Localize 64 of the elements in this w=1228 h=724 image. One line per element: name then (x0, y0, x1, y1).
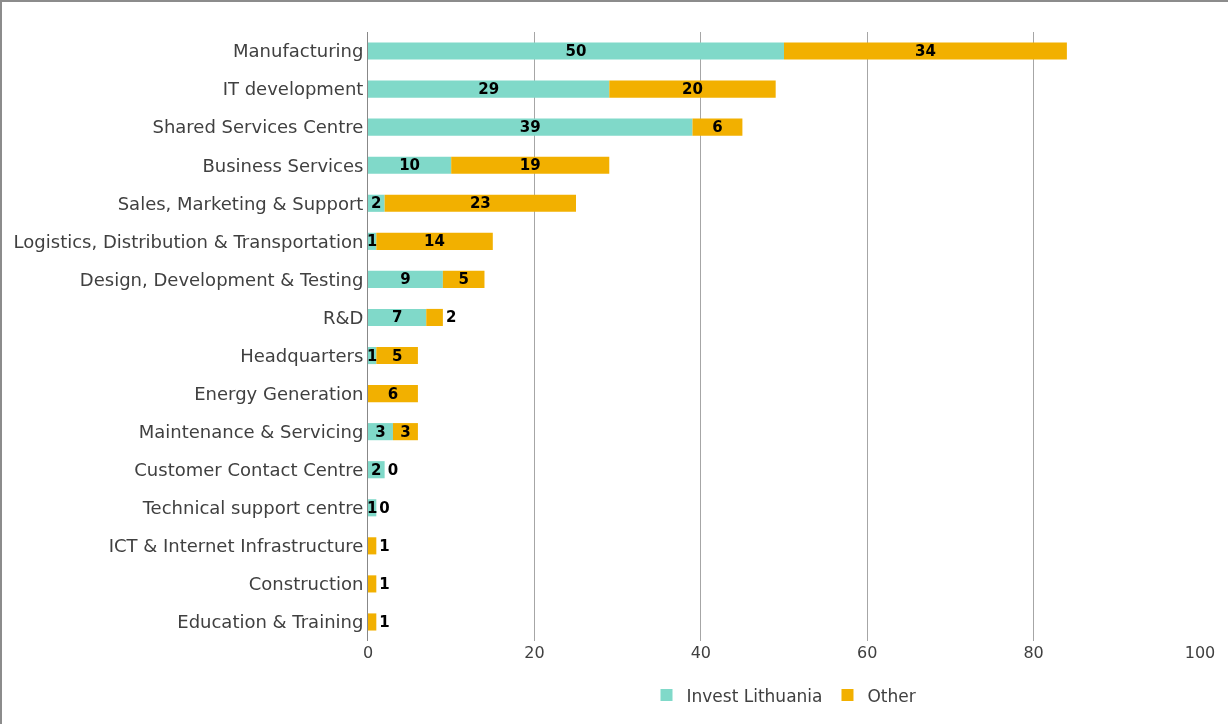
y-tick-label: Design, Development & Testing (79, 268, 364, 290)
legend-label: Other (867, 685, 916, 706)
y-tick-label: Logistics, Distribution & Transportation (13, 230, 364, 252)
data-label: 20 (682, 80, 703, 99)
y-tick-label: Customer Contact Centre (134, 459, 364, 481)
bar (368, 80, 610, 98)
bar (368, 575, 377, 593)
data-label: 39 (519, 118, 541, 137)
bar (784, 42, 1067, 60)
data-label: 19 (519, 156, 541, 175)
bar (384, 194, 576, 212)
y-tick-label: Headquarters (240, 344, 364, 366)
bar (426, 308, 443, 327)
y-tick-label: Manufacturing (233, 40, 364, 62)
data-label: 6 (712, 118, 723, 137)
x-tick-label: 60 (857, 643, 878, 662)
data-label: 1 (379, 574, 390, 593)
data-label: 10 (399, 156, 421, 175)
y-tick-label: Sales, Marketing & Support (117, 192, 364, 214)
bar (368, 118, 693, 136)
x-tick-label: 100 (1184, 643, 1216, 662)
data-label: 1 (379, 612, 390, 631)
data-label: 9 (400, 270, 411, 289)
bar (451, 156, 610, 174)
data-label: 2 (371, 460, 382, 479)
bar (609, 80, 776, 98)
data-label: 1 (379, 536, 390, 555)
bar (368, 42, 784, 60)
data-label: 1 (366, 498, 378, 517)
y-tick-label: ICT & Internet Infrastructure (108, 535, 364, 557)
data-label: 0 (387, 460, 399, 479)
data-label: 29 (478, 80, 500, 99)
x-tick-label: 0 (362, 643, 374, 662)
y-tick-label: Business Services (202, 154, 364, 176)
bar (376, 232, 493, 250)
data-label: 6 (387, 384, 399, 403)
x-tick-label: 80 (1023, 643, 1044, 662)
bar (368, 613, 377, 631)
x-tick-label: 20 (524, 643, 545, 662)
data-label: 2 (371, 194, 382, 213)
data-label: 2 (445, 308, 457, 327)
data-label: 14 (424, 232, 445, 251)
bar (368, 537, 377, 555)
data-label: 23 (469, 194, 491, 213)
bar (368, 308, 427, 327)
y-tick-label: R&D (322, 306, 364, 328)
data-label: 3 (375, 422, 386, 441)
bar (368, 270, 443, 288)
data-label: 50 (565, 42, 587, 61)
x-tick-label: 40 (690, 643, 711, 662)
data-label: 7 (391, 308, 403, 327)
y-tick-label: IT development (222, 78, 364, 100)
data-label: 0 (379, 498, 390, 517)
y-tick-label: Education & Training (177, 611, 364, 633)
y-tick-label: Construction (248, 573, 364, 595)
y-tick-label: Shared Services Centre (152, 116, 364, 138)
y-tick-label: Maintenance & Servicing (138, 420, 364, 442)
data-label: 3 (400, 422, 411, 441)
legend-label: Invest Lithuania (686, 685, 823, 706)
data-label: 34 (915, 42, 936, 61)
y-tick-label: Technical support centre (141, 497, 364, 519)
data-label: 5 (391, 346, 403, 365)
y-tick-label: Energy Generation (194, 382, 364, 404)
data-label: 5 (458, 270, 469, 289)
